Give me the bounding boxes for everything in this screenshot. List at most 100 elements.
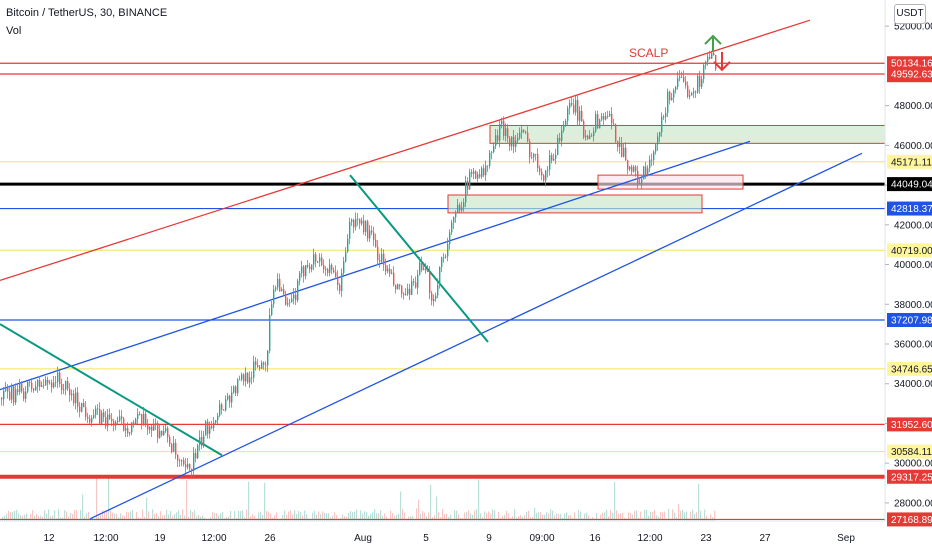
price-level-label: 50134.16 xyxy=(891,59,932,70)
time-tick-label: 23 xyxy=(700,533,712,544)
volume-bar xyxy=(704,509,706,521)
candle-body xyxy=(411,281,413,295)
volume-bar xyxy=(64,510,66,521)
candle-body xyxy=(1,397,3,400)
volume-bar xyxy=(684,512,686,521)
volume-bar xyxy=(450,514,452,521)
volume-bar xyxy=(504,515,506,521)
candle-body xyxy=(409,288,411,295)
candle-body xyxy=(589,135,591,139)
candle-body xyxy=(251,377,253,379)
volume-bar xyxy=(180,514,182,521)
candle-body xyxy=(355,218,357,228)
currency-button[interactable]: USDT xyxy=(894,4,926,24)
candle-body xyxy=(107,414,109,427)
volume-bar xyxy=(668,509,670,521)
candle-body xyxy=(573,104,575,113)
volume-bar xyxy=(116,514,118,521)
volume-bar xyxy=(692,509,694,521)
volume-bar xyxy=(336,515,338,521)
volume-bar xyxy=(8,510,10,521)
candle-body xyxy=(661,116,663,133)
volume-bar xyxy=(260,511,262,521)
volume-bar xyxy=(26,513,28,521)
trend-line xyxy=(0,323,223,457)
candle-body xyxy=(677,78,679,88)
volume-bar xyxy=(512,516,514,521)
volume-bar xyxy=(176,512,178,521)
candle-body xyxy=(397,284,399,290)
candle-body xyxy=(327,268,329,273)
candle-body xyxy=(453,217,455,223)
candle-body xyxy=(467,181,469,190)
time-axis[interactable]: 12 12:00 19 12:00 26 Aug 5 9 09:00 16 12:00 23 27 Sep xyxy=(0,520,885,544)
candle-body xyxy=(371,230,373,233)
candle-body xyxy=(491,152,493,153)
candle-body xyxy=(287,303,289,305)
candle-body xyxy=(133,422,135,425)
price-tick-label: 42000.00 xyxy=(894,220,932,231)
candle-body xyxy=(475,171,477,179)
price-tick-label: 28000.00 xyxy=(894,498,932,509)
candle-body xyxy=(213,422,215,429)
volume-bar xyxy=(486,512,488,521)
volume-bar xyxy=(34,515,36,521)
candle-body xyxy=(191,468,193,471)
price-level-label-bg xyxy=(887,201,932,216)
volume-bar xyxy=(182,509,184,521)
candle-body xyxy=(483,168,485,176)
candle-body xyxy=(547,169,549,171)
price-level-label-bg xyxy=(887,177,932,192)
volume-bar xyxy=(194,510,196,521)
candle-body xyxy=(523,129,525,132)
candle-body xyxy=(49,382,51,384)
volume-bar xyxy=(550,509,552,521)
volume-bar xyxy=(494,510,496,521)
volume-bar xyxy=(438,512,440,521)
candle-body xyxy=(693,91,695,94)
candle-body xyxy=(473,171,475,174)
volume-bar xyxy=(672,509,674,521)
volume-bar xyxy=(30,513,32,521)
volume-bar xyxy=(456,510,458,521)
candle-body xyxy=(341,272,343,291)
volume-bar xyxy=(344,516,346,521)
volume-bar xyxy=(10,511,12,521)
price-tick-label: 46000.00 xyxy=(894,141,932,152)
volume-bar xyxy=(654,510,656,521)
volume-bar xyxy=(412,515,414,521)
candle-body xyxy=(201,437,203,446)
volume-bar xyxy=(518,516,520,521)
candle-body xyxy=(651,159,653,161)
volume-bar xyxy=(526,511,528,521)
candle-body xyxy=(625,147,627,161)
volume-bar xyxy=(170,510,172,521)
price-axis[interactable]: 28000.0030000.0032000.0034000.0036000.00… xyxy=(884,0,932,550)
candle-body xyxy=(165,428,167,432)
candle-body xyxy=(645,166,647,176)
volume-bar xyxy=(18,513,20,521)
candle-body xyxy=(143,413,145,425)
price-level-label: 40719.00 xyxy=(891,246,932,257)
volume-indicator-label[interactable]: Vol xyxy=(6,25,22,37)
candle-body xyxy=(125,428,127,431)
candle-body xyxy=(233,386,235,393)
candle-body xyxy=(389,268,391,274)
volume-bar xyxy=(254,515,256,521)
volume-bar xyxy=(474,510,476,521)
candle-body xyxy=(399,284,401,286)
candle-body xyxy=(537,154,539,169)
candle-body xyxy=(531,157,533,158)
volume-bar xyxy=(694,513,696,521)
volume-bar xyxy=(74,510,76,521)
price-tick-label: 40000.00 xyxy=(894,260,932,271)
volume-bar xyxy=(324,512,326,521)
candle-body xyxy=(611,113,613,124)
time-tick-label: 5 xyxy=(423,533,429,544)
volume-bar xyxy=(174,514,176,521)
volume-bar xyxy=(350,511,352,521)
candle-body xyxy=(583,121,585,138)
candle-body xyxy=(273,289,275,305)
candle-body xyxy=(81,403,83,412)
